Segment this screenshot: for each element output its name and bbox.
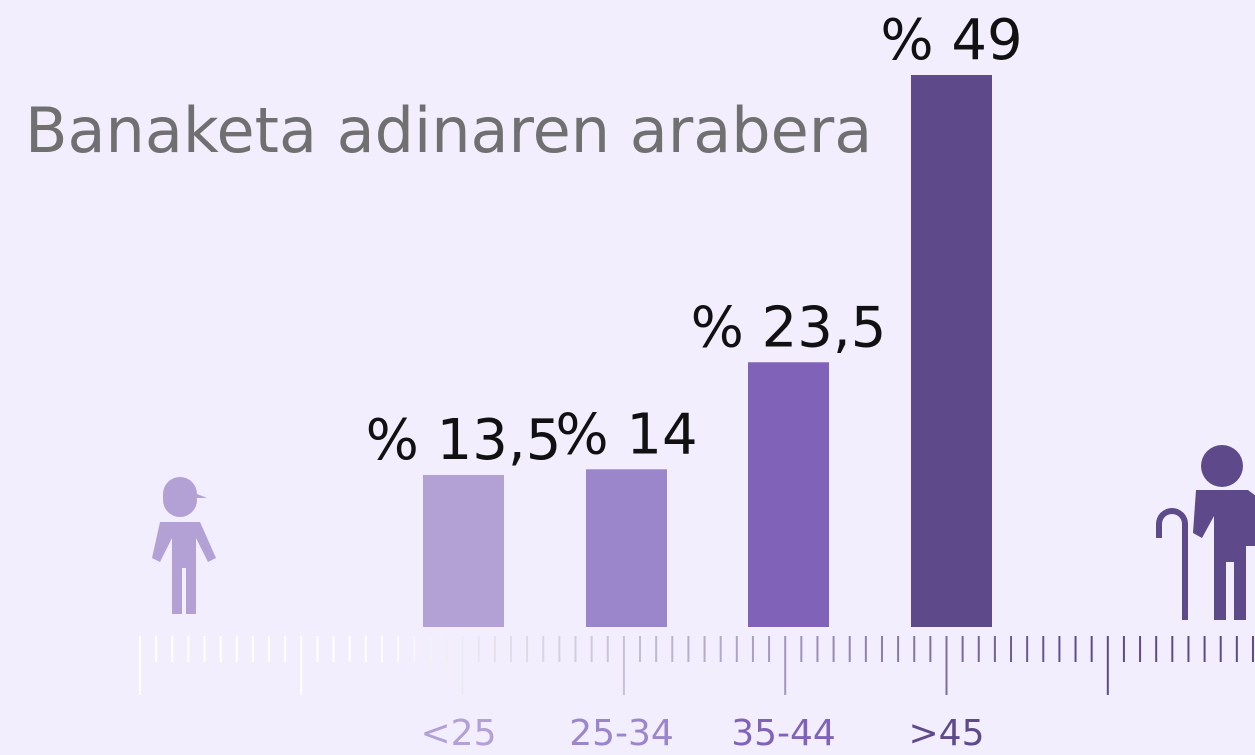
x-tick-label: <25 xyxy=(421,713,497,754)
bar xyxy=(748,362,829,627)
elder-icon xyxy=(1156,445,1255,620)
value-label: % 13,5 xyxy=(366,408,562,473)
bar xyxy=(911,75,992,627)
child-icon xyxy=(152,477,216,614)
value-label: % 23,5 xyxy=(691,295,887,360)
value-label: % 14 xyxy=(555,402,697,467)
x-tick-label: 35-44 xyxy=(731,713,836,754)
x-tick-label: >45 xyxy=(909,713,985,754)
ruler xyxy=(139,636,1254,695)
bar xyxy=(423,474,504,627)
bar xyxy=(586,469,667,627)
chart-title: Banaketa adinaren arabera xyxy=(25,94,872,167)
value-label: % 49 xyxy=(880,8,1022,73)
x-tick-label: 25-34 xyxy=(569,713,674,754)
